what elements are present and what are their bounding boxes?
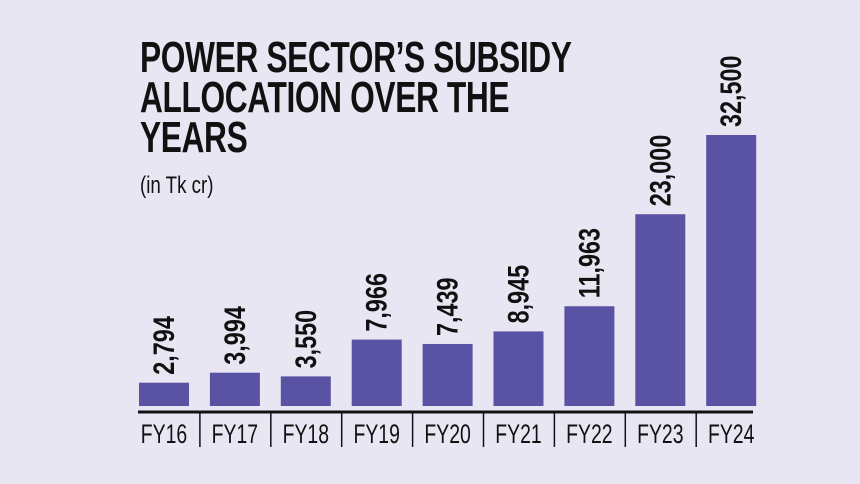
x-tick-label: FY21 (495, 419, 541, 449)
x-tick-label: FY24 (708, 419, 754, 449)
value-label: 2,794 (147, 316, 180, 375)
x-tick-label: FY23 (637, 419, 683, 449)
bar-fy19 (351, 339, 402, 406)
value-label: 3,994 (218, 306, 251, 365)
value-label: 7,439 (431, 277, 464, 336)
bar-fy24 (706, 135, 757, 406)
bar-fy23 (635, 214, 686, 406)
x-tick-label: FY18 (283, 419, 329, 449)
x-tick-label: FY19 (353, 419, 399, 449)
bar-fy20 (422, 343, 473, 406)
bar-fy16 (139, 382, 189, 406)
value-label: 7,966 (360, 273, 393, 332)
title-line-2: ALLOCATION OVER THE (140, 73, 510, 122)
x-tick-label: FY16 (141, 419, 187, 449)
value-label: 23,000 (644, 135, 677, 207)
bar-fy18 (280, 376, 331, 406)
value-label: 32,500 (714, 55, 747, 127)
bar-fy21 (493, 331, 544, 406)
bar-fy22 (564, 306, 615, 406)
chart-subtitle: (in Tk cr) (140, 172, 214, 199)
chart-title: POWER SECTOR’S SUBSIDY ALLOCATION OVER T… (140, 33, 572, 162)
bar-fy17 (209, 372, 260, 406)
value-label: 3,550 (289, 310, 322, 369)
x-tick-label: FY22 (566, 419, 612, 449)
value-label: 8,945 (502, 265, 535, 324)
x-tick-label: FY20 (424, 419, 470, 449)
title-line-1: POWER SECTOR’S SUBSIDY (140, 33, 572, 82)
title-line-3: YEARS (140, 113, 248, 162)
x-tick-label: FY17 (212, 419, 258, 449)
value-label: 11,963 (573, 228, 606, 298)
